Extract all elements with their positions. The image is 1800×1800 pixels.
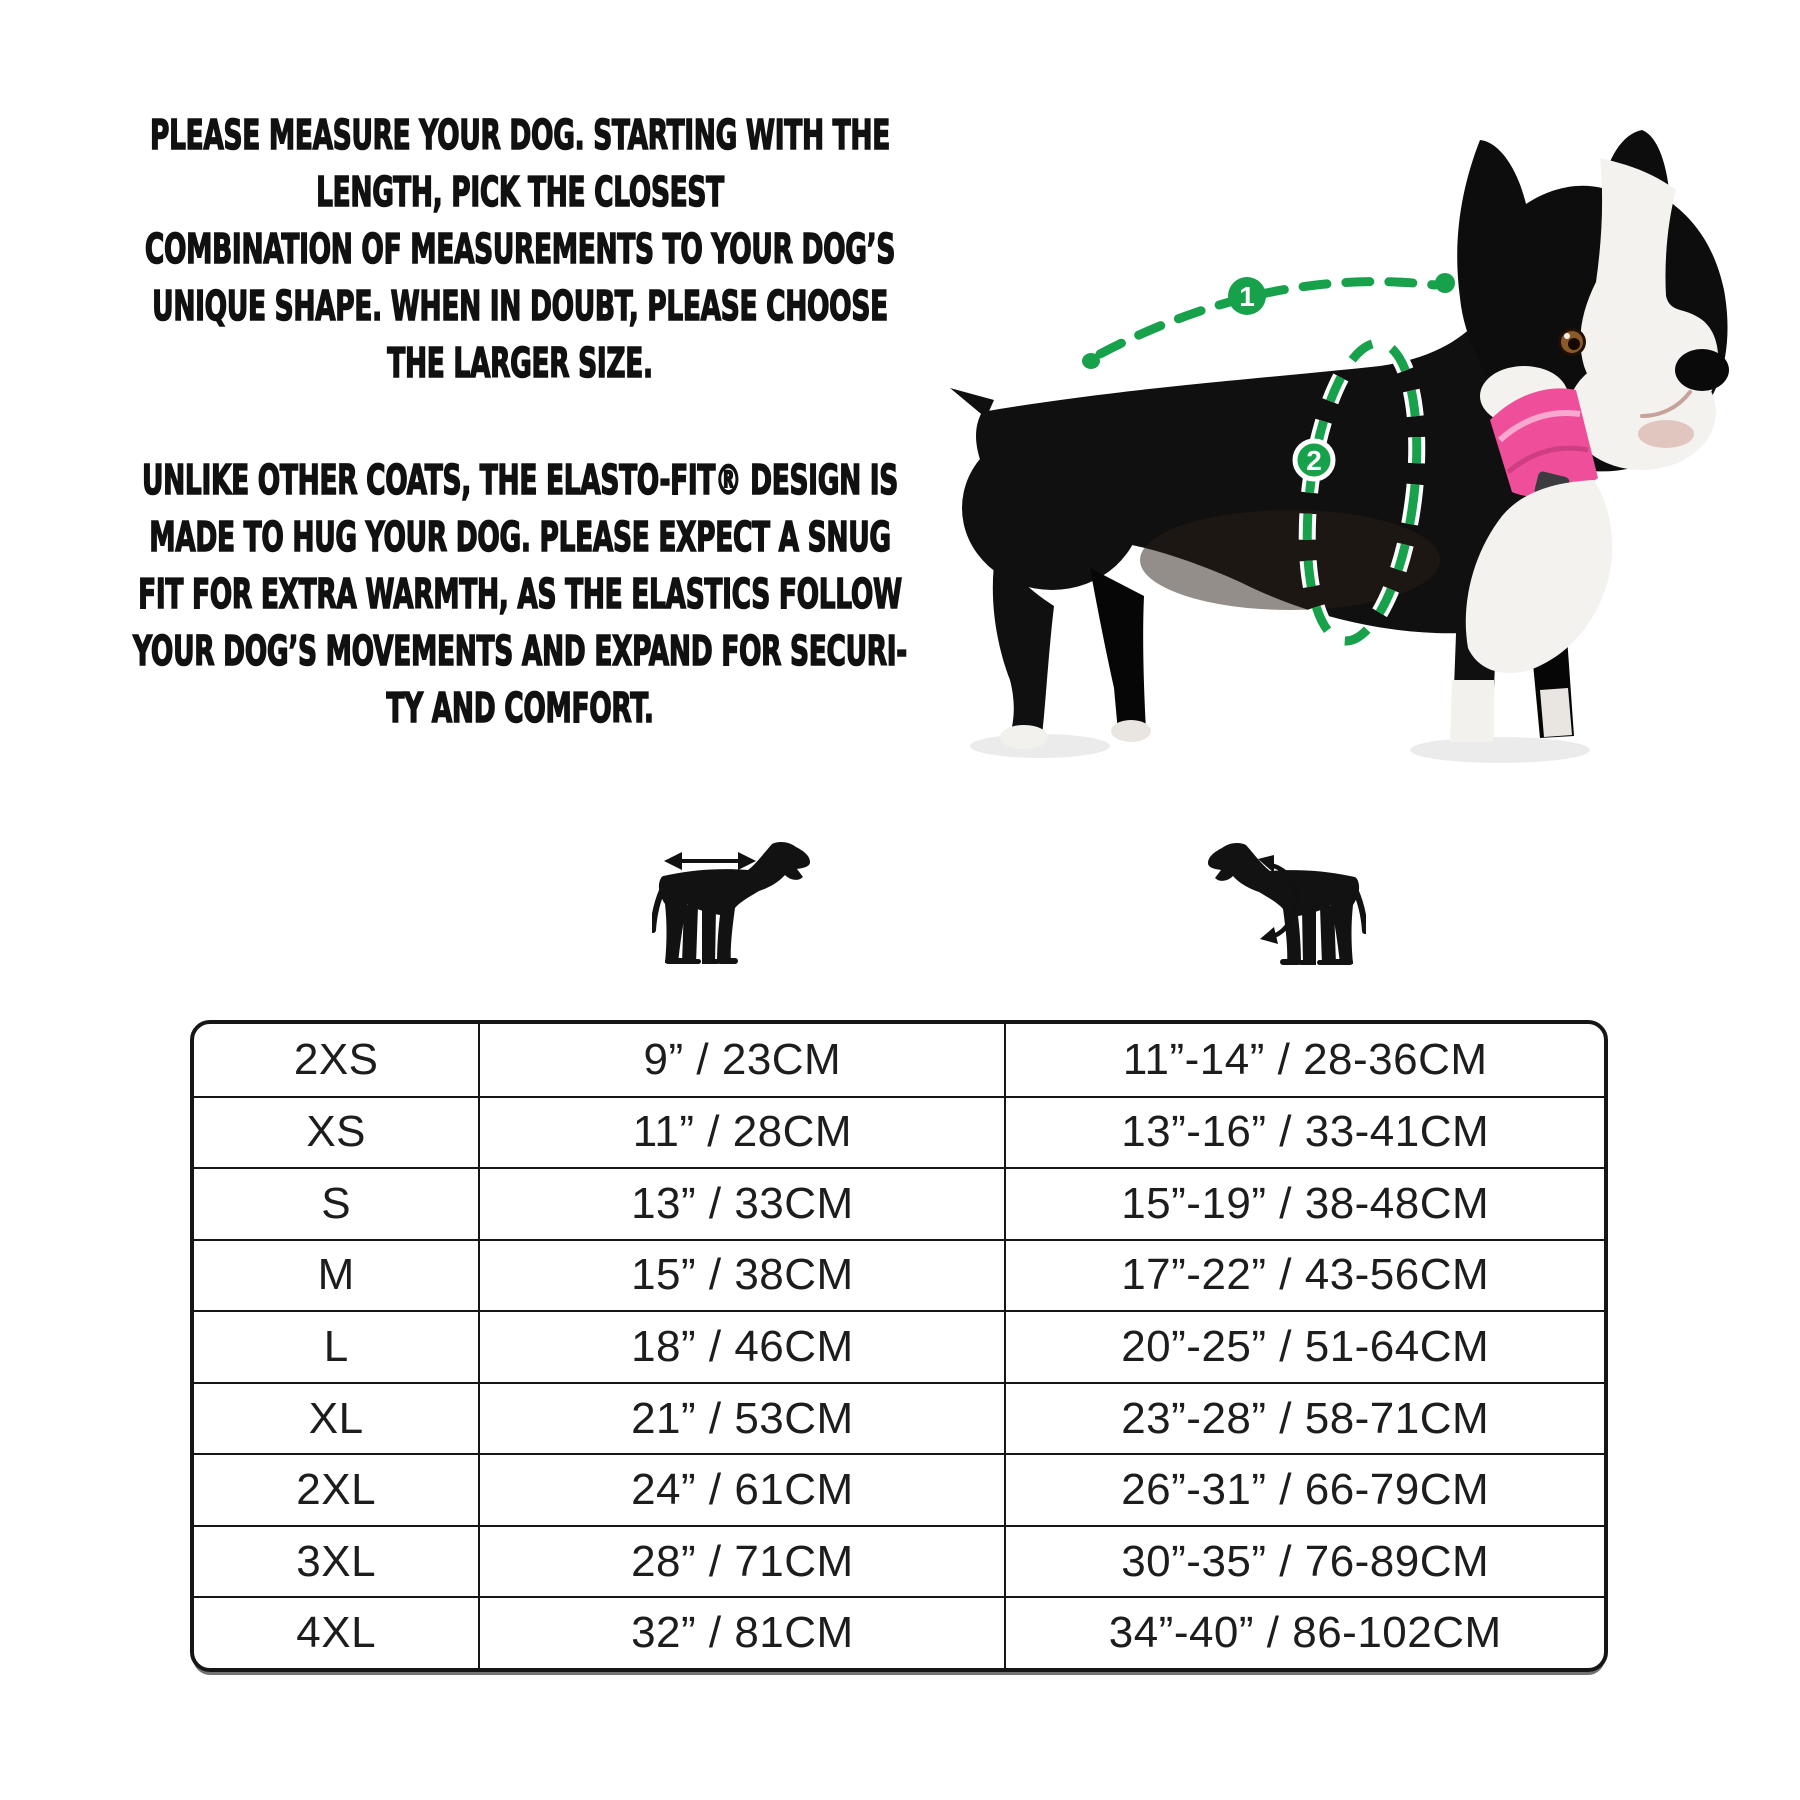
size-cell: M [194, 1238, 479, 1311]
girth-cell: 23”-28” / 58-71CM [1004, 1381, 1604, 1454]
white-chest [1465, 480, 1613, 674]
size-cell: 4XL [194, 1596, 479, 1668]
size-cell: XS [194, 1095, 479, 1168]
size-cell: XL [194, 1381, 479, 1454]
size-cell: 2XL [194, 1453, 479, 1525]
girth-cell: 26”-31” / 66-79CM [1004, 1453, 1604, 1525]
length-cell: 21” / 53CM [478, 1381, 1005, 1454]
size-cell: L [194, 1310, 479, 1382]
girth-cell: 13”-16” / 33-41CM [1004, 1095, 1604, 1168]
girth-cell: 20”-25” / 51-64CM [1004, 1310, 1604, 1382]
girth-rotation-arrow-icon [1258, 855, 1299, 944]
length-measure-line [1082, 273, 1455, 369]
girth-cell: 11”-14” / 28-36CM [1004, 1024, 1604, 1096]
tail [652, 881, 668, 933]
girth-dog-icon [1208, 843, 1366, 965]
pink-collar [1490, 388, 1598, 501]
marker-1-label: 1 [1239, 281, 1255, 312]
measuring-instructions-paragraph: PLEASE MEASURE YOUR DOG. STARTING WITH T… [144, 110, 896, 388]
length-arrow-icon [664, 852, 756, 870]
elasto-fit-note-paragraph: UNLIKE OTHER COATS, THE ELASTO-FIT® DESI… [133, 455, 908, 733]
girth-measure-ellipse [1298, 334, 1426, 650]
marker-2-badge: 2 [1292, 438, 1336, 482]
length-cell: 28” / 71CM [478, 1524, 1005, 1597]
length-cell: 18” / 46CM [478, 1310, 1005, 1382]
size-chart-table: 2XS 9” / 23CM 11”-14” / 28-36CM XS 11” /… [190, 1020, 1608, 1672]
size-cell: 3XL [194, 1524, 479, 1597]
dog-silhouette [652, 842, 810, 964]
marker-2-label: 2 [1306, 445, 1322, 476]
girth-cell: 30”-35” / 76-89CM [1004, 1524, 1604, 1597]
girth-cell: 17”-22” / 43-56CM [1004, 1238, 1604, 1311]
dog-silhouette [1208, 843, 1366, 965]
dog-measurement-photo: 1 2 [950, 130, 1729, 763]
length-dog-icon [652, 842, 810, 964]
length-cell: 15” / 38CM [478, 1238, 1005, 1311]
length-cell: 32” / 81CM [478, 1596, 1005, 1668]
boston-terrier-body [950, 260, 1574, 749]
length-cell: 24” / 61CM [478, 1453, 1005, 1525]
tail [950, 388, 994, 418]
nose [1675, 349, 1729, 391]
length-cell: 11” / 28CM [478, 1095, 1005, 1168]
mouth-line [1640, 390, 1692, 418]
length-cell: 13” / 33CM [478, 1167, 1005, 1239]
shadow [1410, 737, 1590, 763]
girth-cell: 15”-19” / 38-48CM [1004, 1167, 1604, 1239]
marker-1-badge: 1 [1228, 277, 1266, 315]
size-cell: 2XS [293, 1034, 379, 1084]
length-cell: 9” / 23CM [478, 1024, 1004, 1096]
girth-cell: 34”-40” / 86-102CM [1004, 1596, 1604, 1668]
size-cell: S [194, 1167, 479, 1239]
